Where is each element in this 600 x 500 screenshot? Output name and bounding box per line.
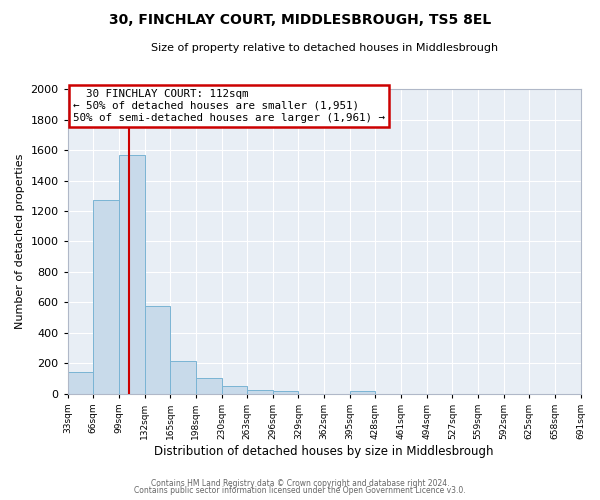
Text: Contains HM Land Registry data © Crown copyright and database right 2024.: Contains HM Land Registry data © Crown c… xyxy=(151,478,449,488)
Bar xyxy=(94,200,119,394)
Text: 30, FINCHLAY COURT, MIDDLESBROUGH, TS5 8EL: 30, FINCHLAY COURT, MIDDLESBROUGH, TS5 8… xyxy=(109,12,491,26)
Bar xyxy=(221,386,247,394)
Bar xyxy=(350,390,376,394)
Y-axis label: Number of detached properties: Number of detached properties xyxy=(15,154,25,329)
Bar xyxy=(119,155,145,394)
Bar xyxy=(247,390,273,394)
Bar xyxy=(68,372,94,394)
Bar xyxy=(170,361,196,394)
Bar xyxy=(273,392,298,394)
Text: 30 FINCHLAY COURT: 112sqm  
← 50% of detached houses are smaller (1,951)
50% of : 30 FINCHLAY COURT: 112sqm ← 50% of detac… xyxy=(73,90,385,122)
Bar xyxy=(196,378,221,394)
Bar xyxy=(145,306,170,394)
Text: Contains public sector information licensed under the Open Government Licence v3: Contains public sector information licen… xyxy=(134,486,466,495)
X-axis label: Distribution of detached houses by size in Middlesbrough: Distribution of detached houses by size … xyxy=(154,444,494,458)
Title: Size of property relative to detached houses in Middlesbrough: Size of property relative to detached ho… xyxy=(151,42,497,52)
